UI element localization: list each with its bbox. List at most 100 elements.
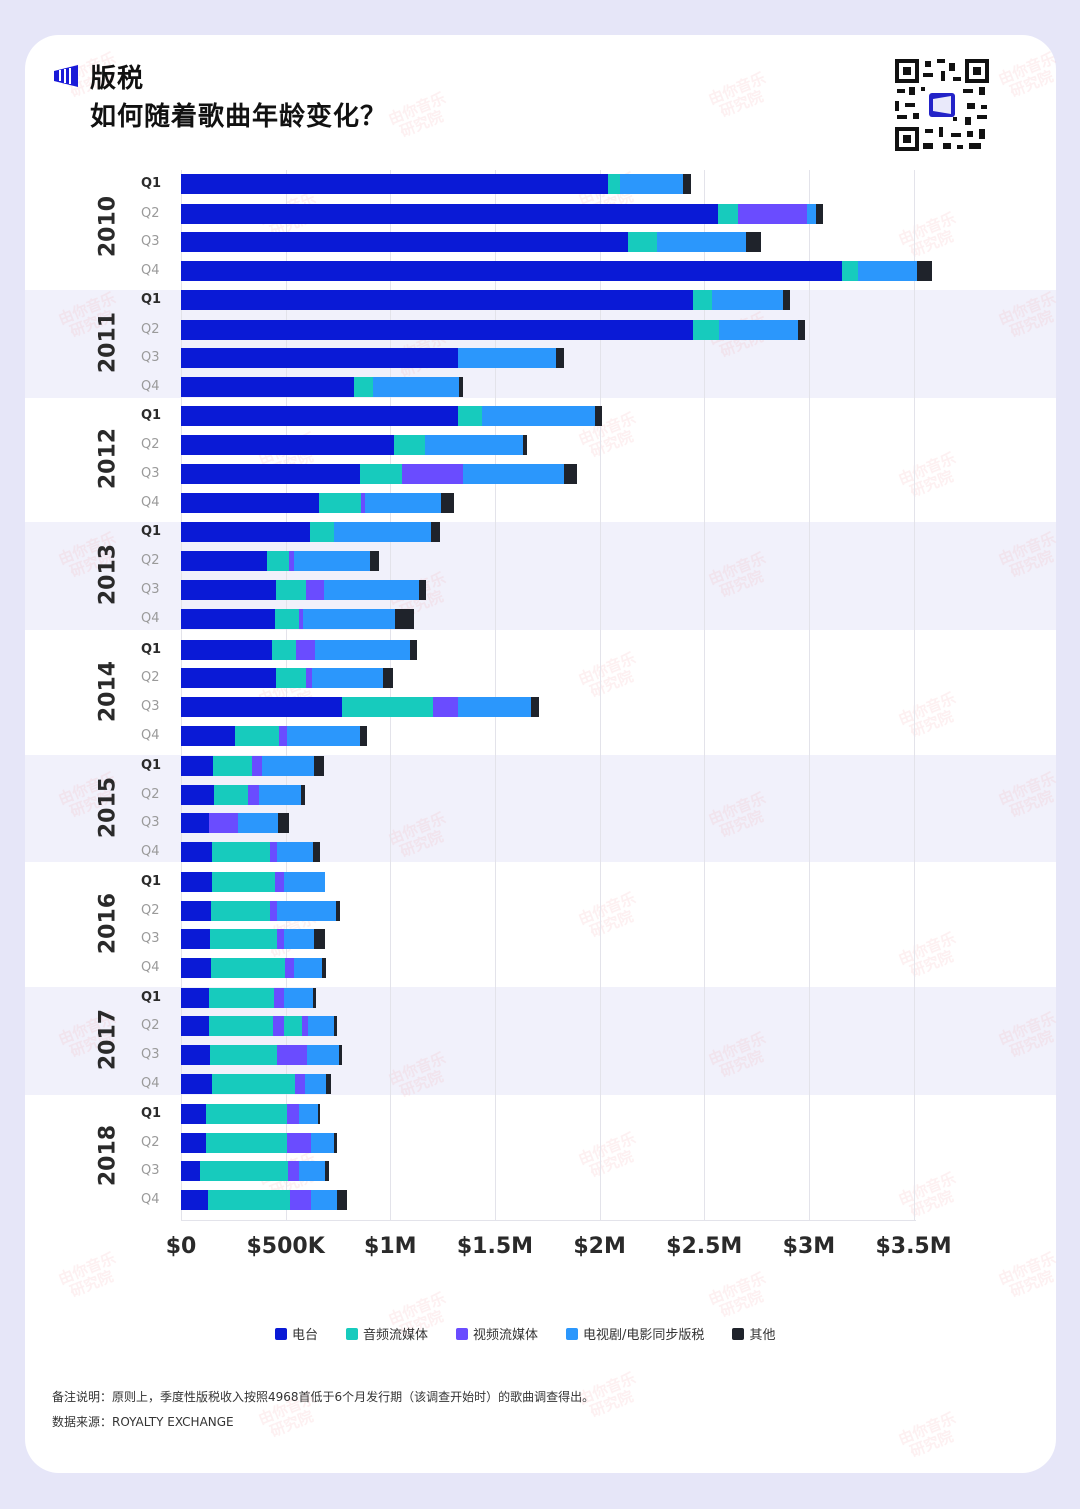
bar-segment-audio-streaming[interactable] <box>234 726 279 746</box>
bar-segment-radio[interactable] <box>181 522 310 542</box>
bar-segment-radio[interactable] <box>181 842 212 862</box>
bar-segment-sync[interactable] <box>457 697 531 717</box>
bar-segment-sync[interactable] <box>457 348 556 368</box>
bar-segment-other[interactable] <box>312 842 320 862</box>
bar-segment-video-streaming[interactable] <box>277 929 284 949</box>
bar-segment-sync[interactable] <box>373 377 460 397</box>
bar-segment-sync[interactable] <box>283 872 325 892</box>
bar-segment-sync[interactable] <box>310 1190 337 1210</box>
bar-segment-sync[interactable] <box>619 174 683 194</box>
bar-segment-other[interactable] <box>313 756 324 776</box>
bar-segment-other[interactable] <box>301 785 306 805</box>
bar-segment-other[interactable] <box>430 522 440 542</box>
bar-segment-other[interactable] <box>313 929 325 949</box>
bar-segment-other[interactable] <box>334 1016 338 1036</box>
bar-segment-radio[interactable] <box>181 204 719 224</box>
bar-segment-video-streaming[interactable] <box>290 1190 311 1210</box>
bar-segment-radio[interactable] <box>181 406 458 426</box>
legend-item-radio[interactable]: 电台 <box>275 1324 318 1343</box>
legend-item-video-streaming[interactable]: 视频流媒体 <box>456 1324 538 1343</box>
bar-segment-video-streaming[interactable] <box>278 726 287 746</box>
bar-segment-radio[interactable] <box>181 988 210 1008</box>
bar-segment-radio[interactable] <box>181 493 319 513</box>
bar-segment-sync[interactable] <box>299 1161 325 1181</box>
bar-segment-radio[interactable] <box>181 697 342 717</box>
bar-segment-sync[interactable] <box>259 785 302 805</box>
bar-segment-video-streaming[interactable] <box>274 988 285 1008</box>
bar-segment-audio-streaming[interactable] <box>267 551 289 571</box>
bar-segment-sync[interactable] <box>857 261 917 281</box>
bar-segment-radio[interactable] <box>181 929 211 949</box>
bar-segment-video-streaming[interactable] <box>295 1074 306 1094</box>
bar-segment-audio-streaming[interactable] <box>209 1016 274 1036</box>
bar-segment-other[interactable] <box>782 290 790 310</box>
bar-segment-audio-streaming[interactable] <box>214 785 248 805</box>
bar-segment-other[interactable] <box>410 640 418 660</box>
bar-segment-video-streaming[interactable] <box>277 1045 307 1065</box>
bar-segment-sync[interactable] <box>294 551 370 571</box>
bar-segment-sync[interactable] <box>718 320 798 340</box>
bar-segment-sync[interactable] <box>333 522 431 542</box>
bar-segment-radio[interactable] <box>181 640 273 660</box>
bar-segment-other[interactable] <box>530 697 539 717</box>
bar-segment-audio-streaming[interactable] <box>210 958 285 978</box>
bar-segment-audio-streaming[interactable] <box>692 320 719 340</box>
bar-segment-other[interactable] <box>278 813 290 833</box>
bar-segment-video-streaming[interactable] <box>287 1161 300 1181</box>
bar-segment-sync[interactable] <box>306 1045 339 1065</box>
bar-segment-other[interactable] <box>359 726 367 746</box>
bar-segment-audio-streaming[interactable] <box>276 580 306 600</box>
bar-segment-sync[interactable] <box>283 929 314 949</box>
bar-segment-other[interactable] <box>326 1074 332 1094</box>
bar-segment-sync[interactable] <box>276 842 313 862</box>
bar-segment-video-streaming[interactable] <box>269 901 277 921</box>
bar-segment-video-streaming[interactable] <box>274 872 284 892</box>
bar-segment-radio[interactable] <box>181 609 275 629</box>
bar-segment-other[interactable] <box>440 493 454 513</box>
bar-segment-sync[interactable] <box>312 668 383 688</box>
bar-segment-sync[interactable] <box>286 726 360 746</box>
bar-segment-sync[interactable] <box>294 958 323 978</box>
bar-segment-video-streaming[interactable] <box>296 640 316 660</box>
bar-segment-sync[interactable] <box>238 813 279 833</box>
legend-item-sync[interactable]: 电视剧/电影同步版税 <box>566 1324 704 1343</box>
bar-segment-audio-streaming[interactable] <box>276 668 306 688</box>
bar-segment-video-streaming[interactable] <box>305 668 312 688</box>
bar-segment-radio[interactable] <box>181 1074 212 1094</box>
bar-segment-video-streaming[interactable] <box>285 958 294 978</box>
bar-segment-radio[interactable] <box>181 813 210 833</box>
bar-segment-audio-streaming[interactable] <box>210 901 270 921</box>
bar-segment-audio-streaming[interactable] <box>200 1161 288 1181</box>
bar-segment-audio-streaming[interactable] <box>457 406 482 426</box>
bar-segment-audio-streaming[interactable] <box>211 872 275 892</box>
bar-segment-radio[interactable] <box>181 1045 211 1065</box>
bar-segment-other[interactable] <box>916 261 932 281</box>
bar-segment-sync[interactable] <box>315 640 411 660</box>
bar-segment-other[interactable] <box>324 1161 329 1181</box>
bar-segment-other[interactable] <box>369 551 379 571</box>
bar-segment-sync[interactable] <box>323 580 419 600</box>
bar-segment-video-streaming[interactable] <box>302 1016 309 1036</box>
bar-segment-audio-streaming[interactable] <box>841 261 858 281</box>
bar-segment-radio[interactable] <box>181 261 842 281</box>
bar-segment-sync[interactable] <box>303 609 396 629</box>
bar-segment-other[interactable] <box>682 174 691 194</box>
bar-segment-radio[interactable] <box>181 174 608 194</box>
bar-segment-other[interactable] <box>797 320 805 340</box>
bar-segment-video-streaming[interactable] <box>360 493 365 513</box>
bar-segment-radio[interactable] <box>181 756 214 776</box>
bar-segment-other[interactable] <box>746 232 762 252</box>
bar-segment-audio-streaming[interactable] <box>318 493 361 513</box>
bar-segment-video-streaming[interactable] <box>299 609 303 629</box>
bar-segment-radio[interactable] <box>181 668 277 688</box>
bar-segment-other[interactable] <box>555 348 564 368</box>
bar-segment-radio[interactable] <box>181 551 268 571</box>
bar-segment-audio-streaming[interactable] <box>211 1074 296 1094</box>
bar-segment-video-streaming[interactable] <box>247 785 260 805</box>
qr-code-icon[interactable] <box>893 57 991 153</box>
bar-segment-radio[interactable] <box>181 1016 210 1036</box>
bar-segment-radio[interactable] <box>181 1133 206 1153</box>
bar-segment-audio-streaming[interactable] <box>272 640 297 660</box>
bar-segment-audio-streaming[interactable] <box>210 929 278 949</box>
bar-segment-sync[interactable] <box>305 1074 327 1094</box>
